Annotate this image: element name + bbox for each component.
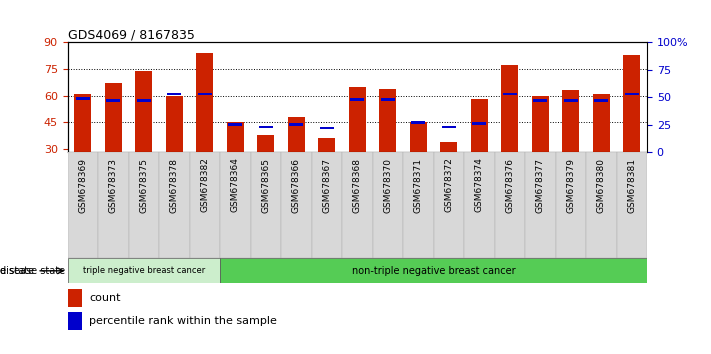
Bar xyxy=(196,53,213,152)
Text: GDS4069 / 8167835: GDS4069 / 8167835 xyxy=(68,28,194,41)
Bar xyxy=(349,87,365,152)
Bar xyxy=(440,142,457,152)
Bar xyxy=(137,99,151,102)
Text: GSM678376: GSM678376 xyxy=(506,158,514,212)
Bar xyxy=(342,152,373,258)
Text: percentile rank within the sample: percentile rank within the sample xyxy=(89,316,277,326)
Text: GSM678364: GSM678364 xyxy=(231,158,240,212)
Bar xyxy=(98,152,129,258)
Bar xyxy=(586,152,616,258)
Bar xyxy=(380,88,396,152)
Text: GSM678381: GSM678381 xyxy=(627,158,636,212)
Bar xyxy=(319,138,335,152)
Text: GSM678374: GSM678374 xyxy=(475,158,483,212)
Bar xyxy=(564,99,577,102)
Bar xyxy=(412,121,425,124)
Bar xyxy=(68,152,98,258)
Bar xyxy=(555,152,586,258)
Bar xyxy=(624,55,640,152)
Text: GSM678379: GSM678379 xyxy=(566,158,575,212)
Bar xyxy=(381,98,395,101)
Bar xyxy=(198,93,212,95)
Bar xyxy=(159,152,190,258)
Text: GSM678366: GSM678366 xyxy=(292,158,301,212)
Bar xyxy=(495,152,525,258)
Text: GSM678375: GSM678375 xyxy=(139,158,149,212)
Bar xyxy=(76,97,90,100)
Bar xyxy=(190,152,220,258)
Text: GSM678382: GSM678382 xyxy=(201,158,209,212)
Bar xyxy=(167,93,181,95)
Bar xyxy=(68,289,82,307)
Text: GSM678368: GSM678368 xyxy=(353,158,362,212)
Bar xyxy=(501,65,518,152)
Bar xyxy=(593,94,609,152)
Bar xyxy=(288,117,305,152)
Bar xyxy=(289,124,303,126)
Text: GSM678367: GSM678367 xyxy=(322,158,331,212)
Bar xyxy=(259,126,272,128)
Bar xyxy=(135,71,152,152)
Text: GSM678380: GSM678380 xyxy=(597,158,606,212)
Bar xyxy=(562,90,579,152)
Text: triple negative breast cancer: triple negative breast cancer xyxy=(82,266,205,275)
Bar xyxy=(311,152,342,258)
Bar xyxy=(250,152,281,258)
Bar xyxy=(68,312,82,331)
Bar xyxy=(220,258,647,283)
Bar xyxy=(105,83,122,152)
Text: disease state: disease state xyxy=(0,266,68,276)
Text: GSM678373: GSM678373 xyxy=(109,158,118,212)
Bar xyxy=(373,152,403,258)
Bar xyxy=(625,93,638,95)
Bar xyxy=(410,122,427,152)
Bar xyxy=(464,152,495,258)
Bar xyxy=(525,152,555,258)
Bar xyxy=(471,99,488,152)
Bar xyxy=(75,94,91,152)
Text: non-triple negative breast cancer: non-triple negative breast cancer xyxy=(352,266,515,276)
Text: GSM678378: GSM678378 xyxy=(170,158,178,212)
Text: GSM678371: GSM678371 xyxy=(414,158,423,212)
Bar xyxy=(107,99,120,102)
Bar xyxy=(257,135,274,152)
Text: GSM678369: GSM678369 xyxy=(78,158,87,212)
Bar xyxy=(442,126,456,128)
Bar xyxy=(403,152,434,258)
Bar xyxy=(472,122,486,125)
Text: GSM678377: GSM678377 xyxy=(536,158,545,212)
Bar xyxy=(68,258,220,283)
Bar xyxy=(227,122,244,152)
Text: GSM678372: GSM678372 xyxy=(444,158,454,212)
Text: count: count xyxy=(89,293,120,303)
Bar xyxy=(351,98,364,101)
Bar xyxy=(434,152,464,258)
Bar xyxy=(320,127,333,130)
Bar xyxy=(503,93,517,95)
Bar xyxy=(281,152,311,258)
Bar xyxy=(129,152,159,258)
Bar xyxy=(616,152,647,258)
Text: GSM678370: GSM678370 xyxy=(383,158,392,212)
Bar xyxy=(228,124,242,126)
Bar xyxy=(166,96,183,152)
Text: GSM678365: GSM678365 xyxy=(261,158,270,212)
Bar xyxy=(220,152,250,258)
Bar xyxy=(532,96,549,152)
Bar xyxy=(594,99,608,102)
Bar xyxy=(533,99,547,102)
Text: disease state: disease state xyxy=(0,266,34,276)
